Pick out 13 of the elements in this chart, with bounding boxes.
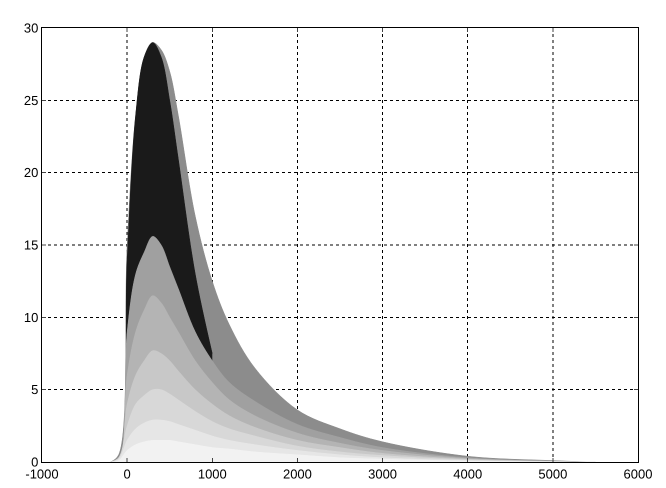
y-tick-label: 25	[24, 92, 38, 108]
y-tick-label: 10	[24, 310, 38, 325]
y-tick-label: 20	[24, 165, 38, 180]
x-tick-label: 3000	[368, 466, 398, 482]
y-tick-label: 15	[24, 238, 38, 253]
x-tick-label: 2000	[282, 466, 312, 482]
x-tick-label: 1000	[198, 466, 227, 482]
x-tick-label: 5000	[538, 466, 568, 482]
x-tick-label: 6000	[624, 466, 652, 482]
y-tick-label: 30	[24, 20, 38, 36]
x-tick-label: 0	[124, 466, 131, 482]
x-tick-label: 4000	[453, 466, 482, 482]
y-tick-label: 5	[31, 382, 38, 398]
